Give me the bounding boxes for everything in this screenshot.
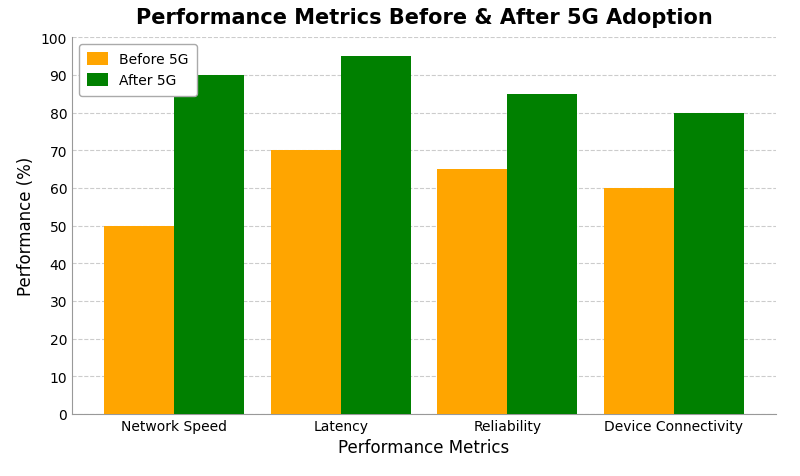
Bar <box>438 169 507 414</box>
Bar <box>507 94 578 414</box>
Bar <box>174 76 244 414</box>
Legend: Before 5G, After 5G: Before 5G, After 5G <box>79 45 197 97</box>
Bar <box>270 151 341 414</box>
Bar <box>674 113 744 414</box>
Title: Performance Metrics Before & After 5G Adoption: Performance Metrics Before & After 5G Ad… <box>136 8 712 28</box>
X-axis label: Performance Metrics: Performance Metrics <box>338 438 510 456</box>
Bar <box>104 226 174 414</box>
Bar <box>604 188 674 414</box>
Y-axis label: Performance (%): Performance (%) <box>18 157 35 296</box>
Bar <box>341 57 410 414</box>
